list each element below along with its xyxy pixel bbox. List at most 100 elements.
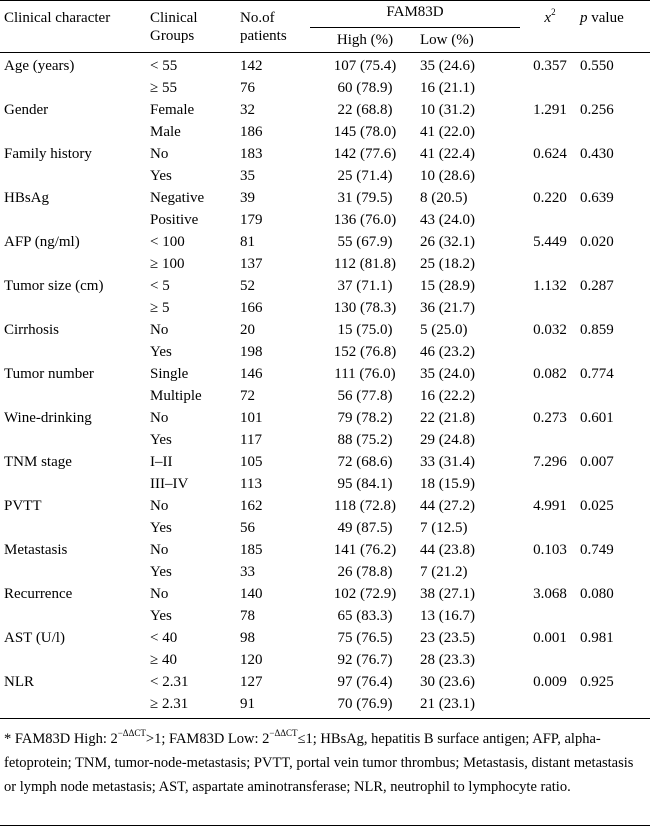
cell-low: 44 (23.8): [420, 541, 475, 558]
header-blank: [520, 27, 581, 53]
table-row: Yes 117 88 (75.2) 29 (24.8): [0, 429, 650, 451]
cell-patients: 198: [240, 343, 263, 360]
table-body: Age (years) < 55 142 107 (75.4) 35 (24.6) 0.3…: [0, 52, 650, 719]
cell-chi-square: [520, 429, 580, 451]
cell-group: No: [150, 321, 169, 338]
table-row: Family history No 183 142 (77.6) 41 (22.4) 0.…: [0, 143, 650, 165]
cell-p-value: 0.749: [580, 541, 614, 558]
chi-superscript: 2: [551, 7, 556, 17]
table-row: Cirrhosis No 20 15 (75.0) 5 (25.0) 0.032 0.859: [0, 319, 650, 341]
cell-high: 56 (77.8): [337, 387, 393, 404]
cell-high: 15 (75.0): [337, 321, 393, 338]
cell-character: [0, 692, 150, 719]
cell-chi-square: 0.001: [533, 629, 567, 646]
cell-p-value: 0.025: [580, 497, 614, 514]
cell-group: Yes: [150, 563, 172, 580]
table-row: Yes 198 152 (76.8) 46 (23.2): [0, 341, 650, 363]
cell-patients: 142: [240, 57, 263, 74]
cell-character: [0, 473, 150, 495]
cell-character: [0, 297, 150, 319]
cell-patients: 91: [240, 692, 310, 719]
cell-group: ≥ 5: [150, 299, 170, 316]
clinical-table: Clinical character Clinical No.of FAM83D…: [0, 0, 650, 719]
cell-patients: 52: [240, 277, 255, 294]
cell-p-value: 0.256: [580, 101, 614, 118]
cell-group: Yes: [150, 167, 172, 184]
table-row: Metastasis No 185 141 (76.2) 44 (23.8) 0.103 0…: [0, 539, 650, 561]
cell-p-value: [580, 385, 650, 407]
cell-chi-square: [520, 209, 580, 231]
cell-low: 18 (15.9): [420, 475, 475, 492]
cell-patients: 32: [240, 101, 255, 118]
cell-low: 13 (16.7): [420, 607, 475, 624]
cell-low: 16 (22.2): [420, 387, 475, 404]
header-p-value: p value: [580, 0, 650, 27]
cell-patients: 179: [240, 211, 263, 228]
cell-group: Female: [150, 101, 195, 118]
cell-character: [0, 209, 150, 231]
cell-p-value: 0.007: [580, 453, 614, 470]
table-row: Yes 35 25 (71.4) 10 (28.6): [0, 165, 650, 187]
cell-high: 142 (77.6): [333, 145, 397, 162]
header-row-2: Groups patients High (%) Low (%): [0, 27, 650, 53]
header-blank: [0, 27, 150, 53]
cell-p-value: 0.550: [580, 57, 614, 74]
header-patients-line-1: No.of: [240, 0, 310, 27]
cell-chi-square: 0.009: [533, 673, 567, 690]
header-clinical-groups-line-1: Clinical: [150, 0, 240, 27]
cell-chi-square: [520, 561, 580, 583]
p-value-word: value: [587, 10, 624, 26]
cell-patients: 140: [240, 585, 263, 602]
cell-group: < 5: [150, 277, 170, 294]
cell-low: 16 (21.1): [420, 79, 475, 96]
cell-character: Family history: [4, 145, 92, 162]
cell-chi-square: 0.273: [533, 409, 567, 426]
cell-character: Tumor size (cm): [4, 277, 104, 294]
cell-group: < 40: [150, 629, 178, 646]
cell-chi-square: [520, 341, 580, 363]
p-symbol: p: [580, 10, 588, 26]
cell-group: Yes: [150, 431, 172, 448]
cell-p-value: [580, 77, 650, 99]
cell-character: Wine-drinking: [4, 409, 92, 426]
bottom-rule: [0, 825, 650, 826]
cell-group: Yes: [150, 519, 172, 536]
cell-patients: 105: [240, 453, 263, 470]
cell-high: 22 (68.8): [337, 101, 393, 118]
cell-chi-square: [520, 297, 580, 319]
header-high: High (%): [310, 27, 420, 53]
cell-group: No: [150, 145, 169, 162]
table-row: Gender Female 32 22 (68.8) 10 (31.2) 1.291 0.2…: [0, 99, 650, 121]
header-row-1: Clinical character Clinical No.of FAM83D…: [0, 0, 650, 28]
cell-p-value: [580, 429, 650, 451]
table-row: Wine-drinking No 101 79 (78.2) 22 (21.8) 0.27…: [0, 407, 650, 429]
cell-chi-square: [520, 649, 580, 671]
cell-p-value: 0.020: [580, 233, 614, 250]
cell-low: 33 (31.4): [420, 453, 475, 470]
cell-p-value: [580, 297, 650, 319]
cell-group: Single: [150, 365, 189, 382]
header-low: Low (%): [420, 27, 521, 53]
cell-patients: 72: [240, 387, 255, 404]
cell-patients: 166: [240, 299, 263, 316]
cell-character: AST (U/l): [4, 629, 65, 646]
cell-character: [0, 341, 150, 363]
cell-patients: 33: [240, 563, 255, 580]
cell-low: 43 (24.0): [420, 211, 475, 228]
cell-patients: 98: [240, 629, 255, 646]
table-row: ≥ 2.31 91 70 (76.9) 21 (23.1): [0, 692, 650, 719]
cell-character: HBsAg: [4, 189, 50, 206]
cell-high: 111 (76.0): [334, 365, 396, 382]
cell-p-value: [580, 649, 650, 671]
cell-low: 41 (22.4): [420, 145, 475, 162]
cell-character: Gender: [4, 101, 49, 118]
cell-p-value: [580, 121, 650, 143]
cell-patients: 162: [240, 497, 263, 514]
table-row: AFP (ng/ml) < 100 81 55 (67.9) 26 (32.1) 5.44…: [0, 231, 650, 253]
cell-chi-square: 1.132: [533, 277, 567, 294]
cell-group: Multiple: [150, 387, 202, 404]
footnote-part-b: >1; FAM83D Low: 2: [145, 731, 270, 747]
cell-high: 141 (76.2): [333, 541, 397, 558]
cell-p-value: 0.287: [580, 277, 614, 294]
